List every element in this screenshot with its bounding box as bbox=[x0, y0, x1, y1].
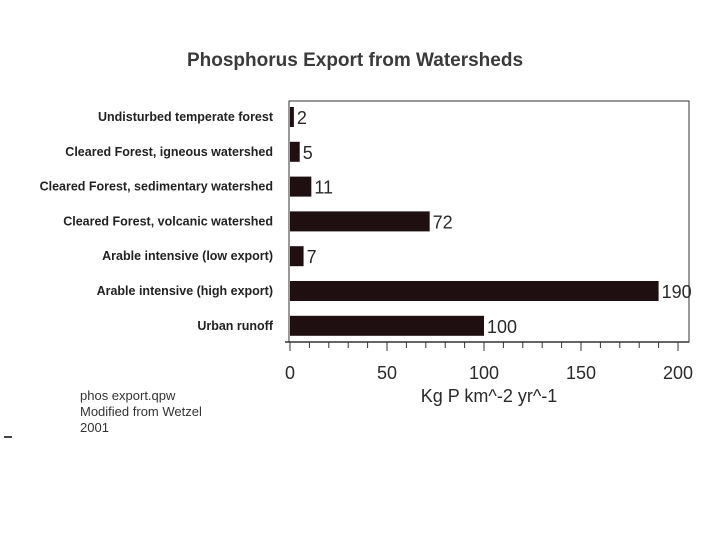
bar-0 bbox=[290, 107, 294, 127]
caption-line-source: Modified from Wetzel bbox=[80, 404, 202, 419]
value-label-6: 100 bbox=[487, 317, 517, 337]
bar-6 bbox=[290, 315, 484, 336]
x-tick-label-3: 150 bbox=[566, 363, 596, 383]
caption-line-year: 2001 bbox=[80, 420, 109, 435]
category-label-5: Arable intensive (high export) bbox=[97, 284, 273, 298]
bar-3 bbox=[290, 211, 430, 232]
caption-line-filename: phos export.qpw bbox=[80, 388, 176, 403]
category-label-2: Cleared Forest, sedimentary watershed bbox=[40, 180, 273, 194]
category-label-1: Cleared Forest, igneous watershed bbox=[65, 145, 273, 159]
category-label-3: Cleared Forest, volcanic watershed bbox=[63, 214, 273, 228]
category-label-4: Arable intensive (low export) bbox=[102, 249, 273, 263]
value-label-5: 190 bbox=[662, 282, 692, 302]
bar-4 bbox=[290, 246, 304, 267]
value-label-4: 7 bbox=[307, 247, 317, 267]
bar-1 bbox=[290, 141, 300, 162]
category-label-0: Undisturbed temperate forest bbox=[98, 110, 274, 124]
value-label-1: 5 bbox=[303, 143, 313, 163]
x-tick-label-4: 200 bbox=[663, 363, 693, 383]
x-tick-label-1: 50 bbox=[377, 363, 397, 383]
bar-2 bbox=[290, 176, 312, 197]
chart-title: Phosphorus Export from Watersheds bbox=[187, 50, 523, 71]
scan-edge-mark bbox=[4, 436, 12, 438]
x-tick-label-0: 0 bbox=[285, 363, 295, 383]
value-label-2: 11 bbox=[314, 178, 333, 198]
value-label-3: 72 bbox=[433, 212, 453, 232]
x-axis-label: Kg P km^-2 yr^-1 bbox=[421, 386, 558, 406]
x-tick-label-2: 100 bbox=[469, 363, 499, 383]
value-label-0: 2 bbox=[297, 108, 307, 128]
bar-5 bbox=[290, 281, 659, 301]
source-caption: phos export.qpw Modified from Wetzel 200… bbox=[80, 388, 202, 436]
category-label-6: Urban runoff bbox=[197, 319, 274, 333]
